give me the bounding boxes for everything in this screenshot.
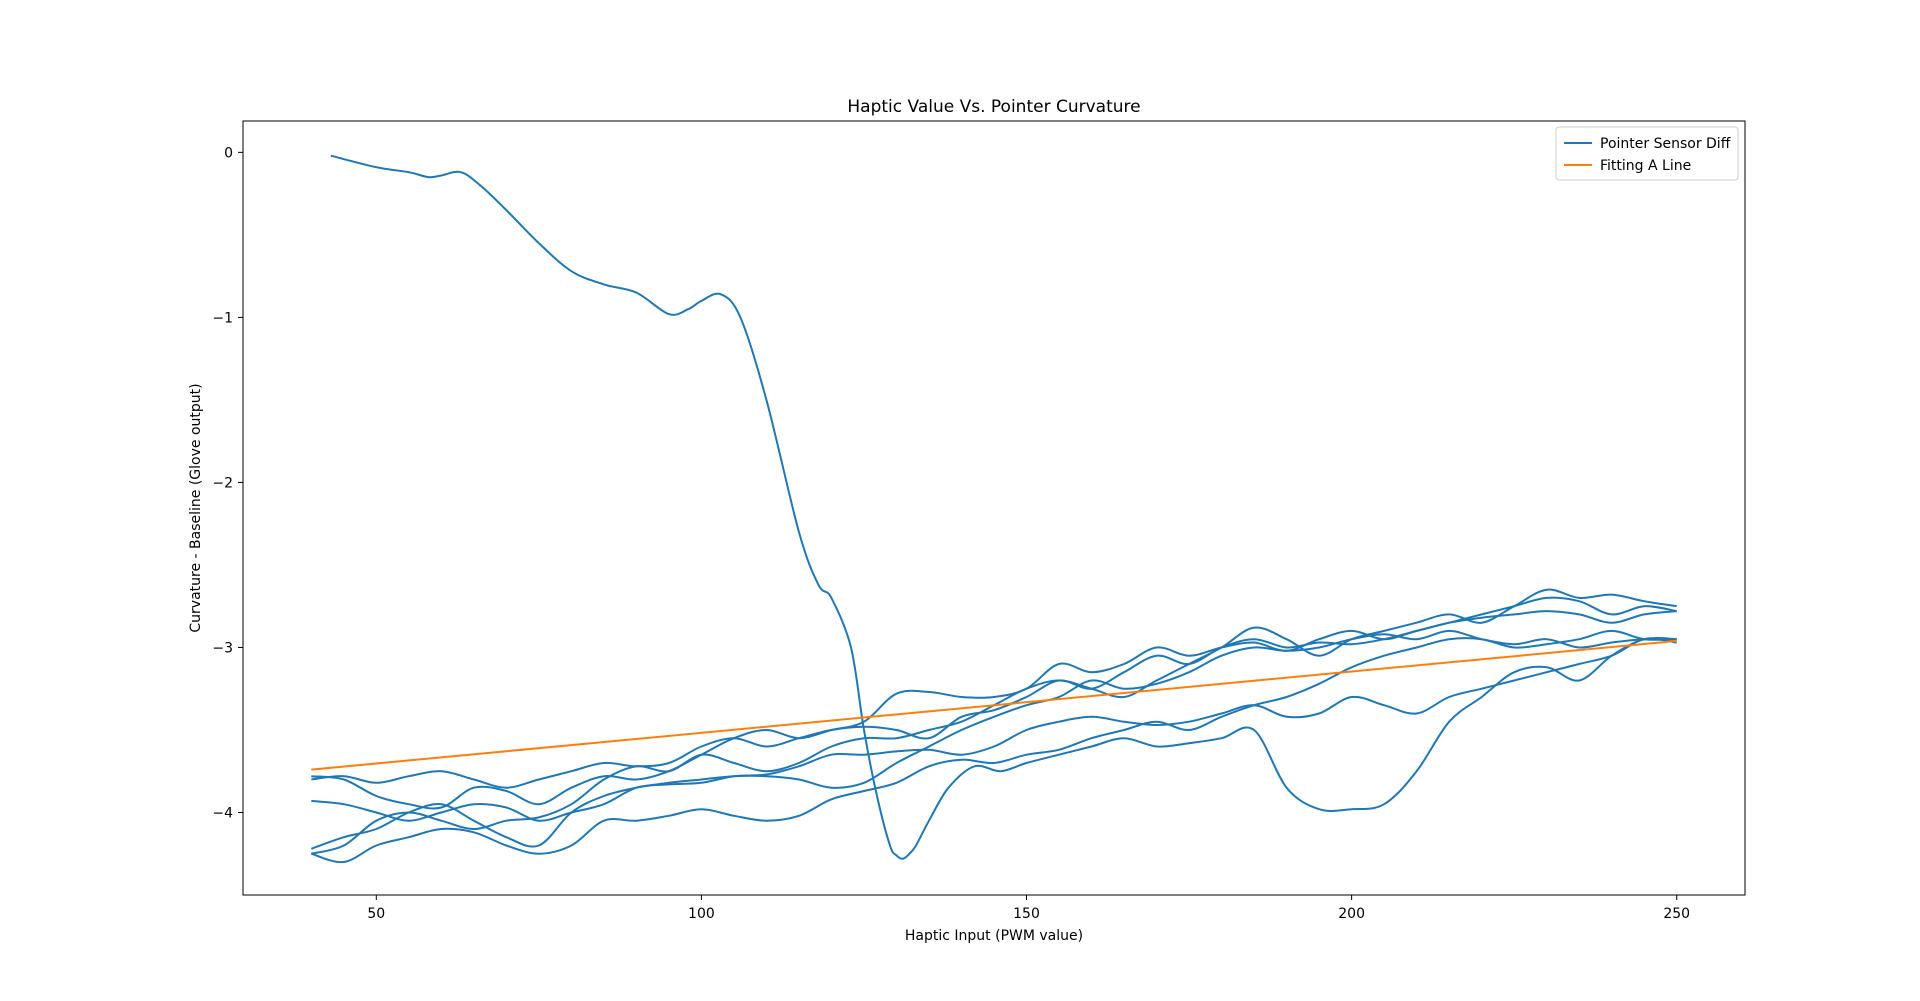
series-line-pointer-sensor-diff-5 xyxy=(310,629,1677,850)
y-tick-label: −1 xyxy=(212,310,233,326)
x-tick-label: 150 xyxy=(1013,906,1040,922)
x-axis-label: Haptic Input (PWM value) xyxy=(905,928,1083,944)
legend-label-pointer-sensor-diff: Pointer Sensor Diff xyxy=(1600,136,1731,152)
y-tick-label: −4 xyxy=(212,805,233,821)
x-tick-label: 100 xyxy=(688,906,715,922)
series-line-pointer-sensor-diff-1 xyxy=(330,154,1677,860)
y-tick-label: 0 xyxy=(224,145,233,161)
legend-label-fitting-a-line: Fitting A Line xyxy=(1600,158,1691,174)
tick-layer: 50 100 150 200 250 0 −1 −2 −3 −4 xyxy=(212,145,1690,922)
series-line-pointer-sensor-diff-3 xyxy=(311,610,1677,789)
y-axis-label: Curvature - Baseline (Glove output) xyxy=(188,383,204,632)
y-tick-label: −3 xyxy=(212,640,233,656)
series-line-pointer-sensor-diff-7 xyxy=(311,637,1677,822)
y-tick-label: −2 xyxy=(212,475,233,491)
series-layer xyxy=(310,154,1677,864)
x-tick-label: 50 xyxy=(367,906,385,922)
x-tick-label: 200 xyxy=(1338,906,1365,922)
x-tick-label: 250 xyxy=(1663,906,1690,922)
legend: Pointer Sensor Diff Fitting A Line xyxy=(1555,126,1739,181)
series-line-fitting-a-line xyxy=(311,639,1677,771)
legend-box xyxy=(1555,126,1739,181)
chart-title: Haptic Value Vs. Pointer Curvature xyxy=(847,97,1140,117)
plot-frame xyxy=(242,120,1746,896)
series-line-pointer-sensor-diff-6 xyxy=(311,629,1677,864)
